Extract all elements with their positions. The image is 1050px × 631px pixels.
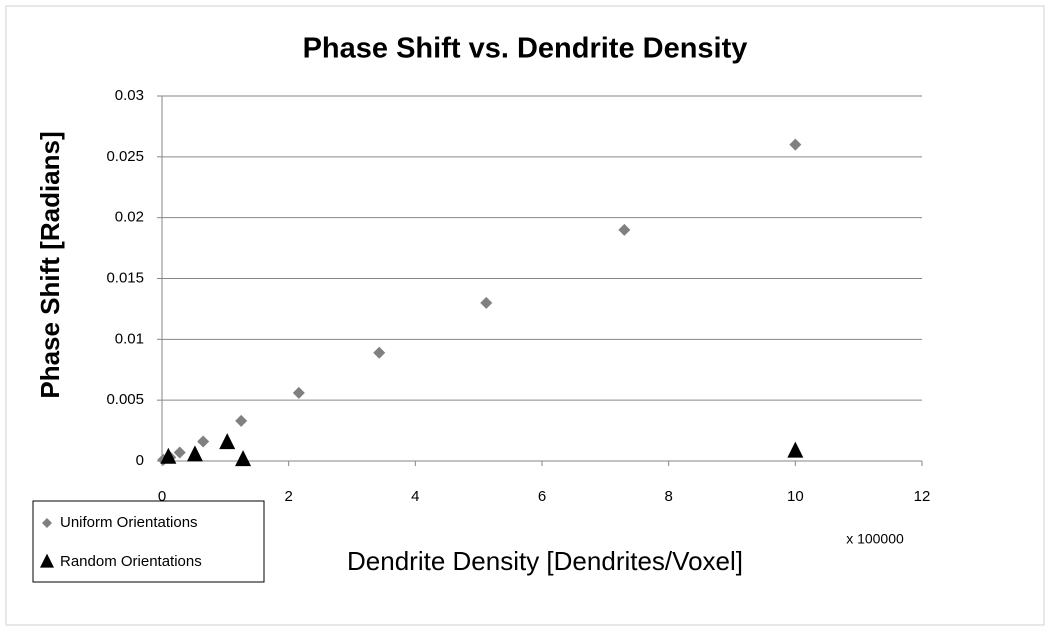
- x-tick-label: 2: [284, 488, 292, 505]
- point: [186, 445, 203, 462]
- point: [197, 435, 210, 448]
- point: [173, 446, 186, 459]
- legend-label: Uniform Orientations: [60, 514, 198, 531]
- y-tick-label: 0: [136, 452, 144, 469]
- point: [373, 346, 386, 359]
- x-tick-label: 10: [787, 488, 804, 505]
- point: [292, 386, 305, 399]
- y-tick-label: 0.01: [115, 330, 144, 347]
- y-tick-label: 0.005: [106, 391, 144, 408]
- point: [789, 138, 802, 151]
- legend-box: [32, 500, 265, 583]
- y-tick-label: 0.015: [106, 269, 144, 286]
- point: [787, 441, 804, 458]
- point: [618, 223, 631, 236]
- legend-marker: [42, 518, 52, 528]
- y-tick-label: 0.02: [115, 209, 144, 226]
- y-tick-label: 0.03: [115, 87, 144, 104]
- legend-marker: [40, 553, 54, 568]
- point: [219, 433, 236, 450]
- point: [235, 414, 248, 427]
- y-axis-label: Phase Shift [Radians]: [35, 131, 65, 398]
- x-axis-label: Dendrite Density [Dendrites/Voxel]: [347, 546, 743, 576]
- x-tick-label: 6: [538, 488, 546, 505]
- x-tick-label: 8: [664, 488, 672, 505]
- point: [160, 447, 177, 464]
- point: [480, 296, 493, 309]
- chart-title: Phase Shift vs. Dendrite Density: [303, 33, 748, 65]
- x-tick-label: 12: [914, 488, 931, 505]
- x-tick-label: 0: [158, 488, 166, 505]
- y-tick-label: 0.025: [106, 148, 144, 165]
- axis-multiplier: x 100000: [846, 531, 904, 547]
- x-tick-label: 4: [411, 488, 419, 505]
- point: [235, 450, 252, 467]
- legend-label: Random Orientations: [60, 553, 202, 570]
